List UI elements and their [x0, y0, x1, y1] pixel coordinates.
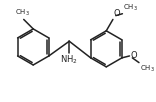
Text: CH$_3$: CH$_3$ — [15, 7, 30, 18]
Text: CH$_3$: CH$_3$ — [123, 3, 138, 13]
Text: CH$_3$: CH$_3$ — [140, 64, 155, 74]
Text: NH$_2$: NH$_2$ — [61, 54, 78, 66]
Text: O: O — [130, 50, 137, 59]
Text: O: O — [114, 9, 120, 18]
